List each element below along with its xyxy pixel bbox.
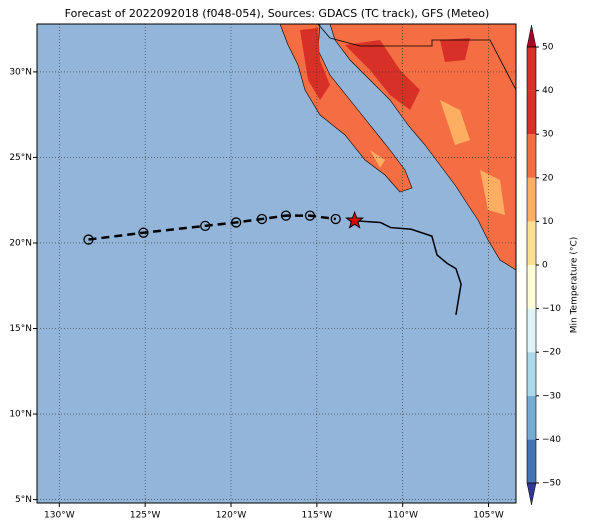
y-tick-label: 20°N bbox=[9, 238, 32, 248]
colorbar-band bbox=[527, 221, 536, 265]
current-position bbox=[345, 210, 365, 229]
colorbar-band bbox=[527, 134, 536, 178]
chart-title: Forecast of 2022092018 (f048-054), Sourc… bbox=[65, 7, 490, 20]
colorbar-band bbox=[527, 439, 536, 483]
forecast-point bbox=[304, 210, 316, 221]
forecast-point bbox=[138, 227, 149, 238]
colorbar-tick-label: 0 bbox=[542, 261, 548, 271]
forecast-point bbox=[280, 210, 292, 221]
y-tick-label: 10°N bbox=[9, 410, 32, 420]
x-tick-label: 110°W bbox=[387, 511, 418, 521]
forecast-point bbox=[231, 217, 242, 228]
colorbar-band bbox=[527, 90, 536, 135]
colorbar-tick-label: 50 bbox=[542, 43, 554, 53]
forecast-point bbox=[83, 234, 94, 245]
colorbar-tick-label: 40 bbox=[542, 86, 554, 96]
x-tick-label: 115°W bbox=[302, 511, 333, 521]
y-tick-label: 30°N bbox=[9, 67, 32, 77]
frame bbox=[36, 23, 517, 504]
forecast-point bbox=[330, 213, 341, 225]
y-tick-label: 25°N bbox=[9, 153, 32, 163]
colorbar-band bbox=[527, 395, 536, 440]
x-tick-label: 120°W bbox=[216, 511, 247, 521]
colorbar-tick-label: 20 bbox=[542, 173, 554, 183]
colorbar-extend bbox=[526, 24, 537, 48]
colorbar-band bbox=[527, 177, 536, 222]
colorbar-tick-label: −50 bbox=[542, 479, 561, 489]
colorbar-tick-label: −20 bbox=[542, 348, 561, 358]
x-tick-label: 130°W bbox=[44, 511, 75, 521]
x-tick-label: 105°W bbox=[473, 511, 504, 521]
land bbox=[279, 23, 517, 271]
colorbar-band bbox=[527, 308, 536, 353]
colorbar-tick-label: −40 bbox=[542, 435, 561, 445]
colorbar-tick-label: 30 bbox=[542, 130, 554, 140]
past-track bbox=[354, 219, 462, 315]
colorbar-band bbox=[527, 352, 536, 396]
forecast-point bbox=[256, 213, 268, 225]
x-tick-label: 125°W bbox=[130, 511, 161, 521]
colorbar-label: Min Temperature (°C) bbox=[570, 237, 580, 334]
colorbar-band bbox=[527, 265, 536, 309]
forecast-track bbox=[88, 214, 336, 241]
colorbar-tick-label: −30 bbox=[542, 391, 561, 401]
colorbar-band bbox=[527, 47, 536, 91]
colorbar-tick-label: −10 bbox=[542, 304, 561, 314]
y-tick-label: 5°N bbox=[15, 495, 32, 505]
forecast-point bbox=[200, 220, 211, 232]
colorbar-tick-label: 10 bbox=[542, 217, 554, 227]
y-tick-label: 15°N bbox=[9, 324, 32, 334]
colorbar-extend bbox=[526, 482, 537, 506]
